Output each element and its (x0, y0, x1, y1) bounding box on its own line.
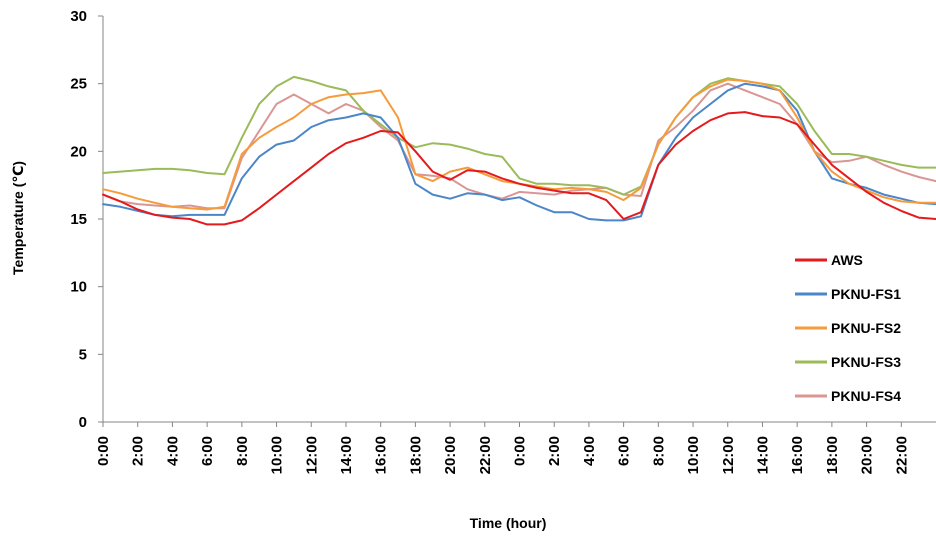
y-axis-ticks: 0 5 10 15 20 25 30 (70, 8, 103, 431)
x-tick-label: 10:00 (685, 436, 702, 474)
x-tick-label: 20:00 (859, 436, 876, 474)
x-tick-label: 22:00 (477, 436, 494, 474)
legend-item-pknu-fs1[interactable]: PKNU-FS1 (795, 286, 901, 302)
legend-label: AWS (831, 252, 863, 268)
series-lines (102, 75, 936, 226)
legend-item-pknu-fs2[interactable]: PKNU-FS2 (795, 320, 901, 336)
legend-item-pknu-fs3[interactable]: PKNU-FS3 (795, 354, 901, 370)
x-tick-label: 18:00 (407, 436, 424, 474)
y-tick-label: 20 (70, 143, 87, 160)
x-tick-label: 4:00 (581, 436, 598, 466)
x-tick-label: 16:00 (789, 436, 806, 474)
x-tick-label: 22:00 (893, 436, 910, 474)
legend-label: PKNU-FS3 (831, 354, 901, 370)
y-tick-label: 15 (70, 211, 87, 228)
x-tick-label: 14:00 (754, 436, 771, 474)
legend-label: PKNU-FS4 (831, 388, 901, 404)
legend-item-pknu-fs4[interactable]: PKNU-FS4 (795, 388, 901, 404)
series-line-pknu-fs1 (102, 82, 936, 222)
legend-item-aws[interactable]: AWS (795, 252, 863, 268)
y-tick-label: 5 (79, 346, 87, 363)
legend[interactable]: AWS PKNU-FS1 PKNU-FS2 PKNU-FS3 PKNU-FS4 (795, 252, 901, 404)
series-line-pknu-fs2 (102, 78, 936, 211)
x-tick-label: 6:00 (199, 436, 216, 466)
x-tick-label: 16:00 (373, 436, 390, 474)
x-tick-label: 20:00 (442, 436, 459, 474)
x-tick-label: 4:00 (164, 436, 181, 466)
y-axis-title: Temperature (℃) (10, 161, 26, 275)
legend-label: PKNU-FS2 (831, 320, 901, 336)
y-tick-label: 30 (70, 8, 87, 25)
x-tick-label: 14:00 (338, 436, 355, 474)
x-tick-label: 6:00 (616, 436, 633, 466)
x-axis-ticks: 0:00 2:00 4:00 6:00 8:00 10:00 12:00 14:00 16:00… (95, 422, 910, 474)
y-tick-label: 25 (70, 76, 87, 93)
x-axis-title: Time (hour) (470, 515, 547, 531)
legend-label: PKNU-FS1 (831, 286, 901, 302)
y-tick-label: 10 (70, 279, 87, 296)
x-tick-label: 2:00 (130, 436, 147, 466)
y-tick-label: 0 (79, 414, 87, 431)
x-tick-label: 12:00 (303, 436, 320, 474)
series-line-aws (102, 111, 936, 226)
x-tick-label: 12:00 (720, 436, 737, 474)
x-tick-label: 2:00 (546, 436, 563, 466)
x-tick-label: 18:00 (824, 436, 841, 474)
x-tick-label: 10:00 (269, 436, 286, 474)
series-line-pknu-fs3 (102, 75, 936, 196)
x-tick-label: 0:00 (512, 436, 529, 466)
x-tick-label: 0:00 (95, 436, 112, 466)
x-tick-label: 8:00 (234, 436, 251, 466)
x-tick-label: 8:00 (650, 436, 667, 466)
